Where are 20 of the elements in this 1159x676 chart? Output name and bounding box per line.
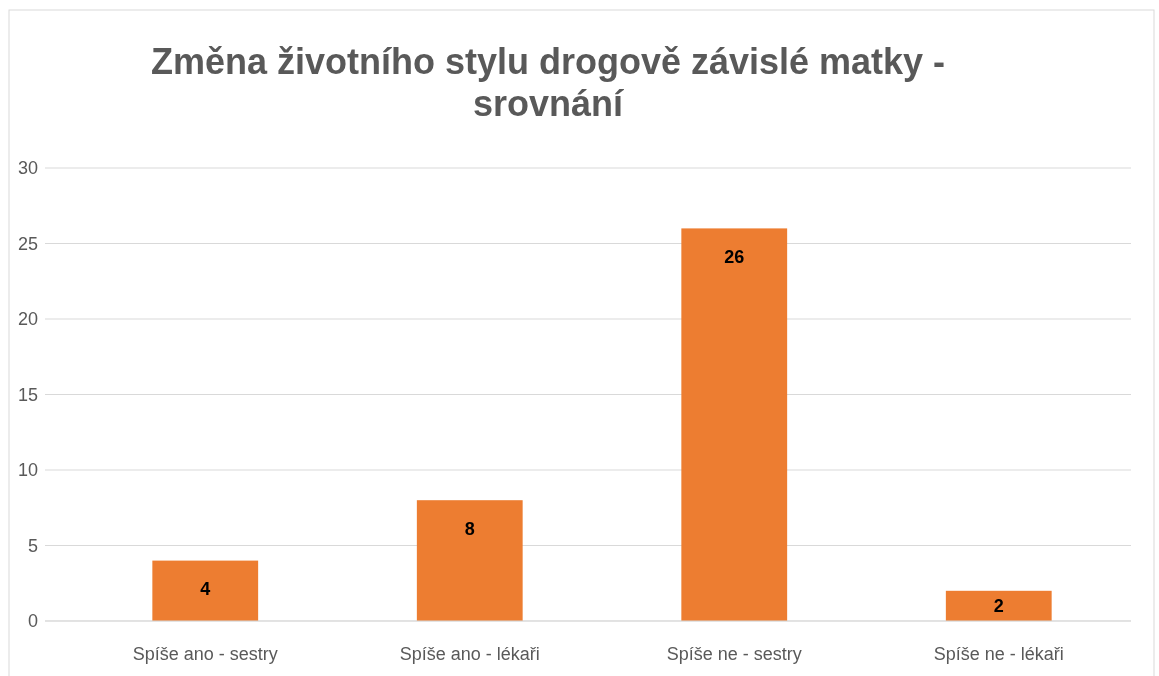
bar xyxy=(416,500,523,621)
y-tick-label: 5 xyxy=(27,535,38,556)
y-tick-label: 0 xyxy=(27,611,38,632)
y-tick-label: 10 xyxy=(17,460,38,481)
y-tick-label: 25 xyxy=(17,233,38,254)
bar xyxy=(945,590,1052,621)
x-tick-label: Spíše ano - lékaři xyxy=(399,644,540,664)
y-tick-label: 30 xyxy=(17,158,38,179)
y-tick-label: 15 xyxy=(17,384,38,405)
x-tick-label: Spíše ne - sestry xyxy=(666,644,802,664)
x-tick-label: Spíše ne - lékaři xyxy=(933,644,1064,664)
x-tick-label: Spíše ano - sestry xyxy=(132,644,278,664)
data-label: 8 xyxy=(464,518,475,539)
data-label: 26 xyxy=(724,246,745,267)
chart-title: Změna životního stylu drogově závislé matky - srovnání xyxy=(150,41,946,124)
data-label: 4 xyxy=(200,578,211,599)
data-label: 2 xyxy=(993,596,1004,617)
y-tick-label: 20 xyxy=(17,309,38,330)
bar xyxy=(152,560,259,621)
bar xyxy=(681,228,788,621)
